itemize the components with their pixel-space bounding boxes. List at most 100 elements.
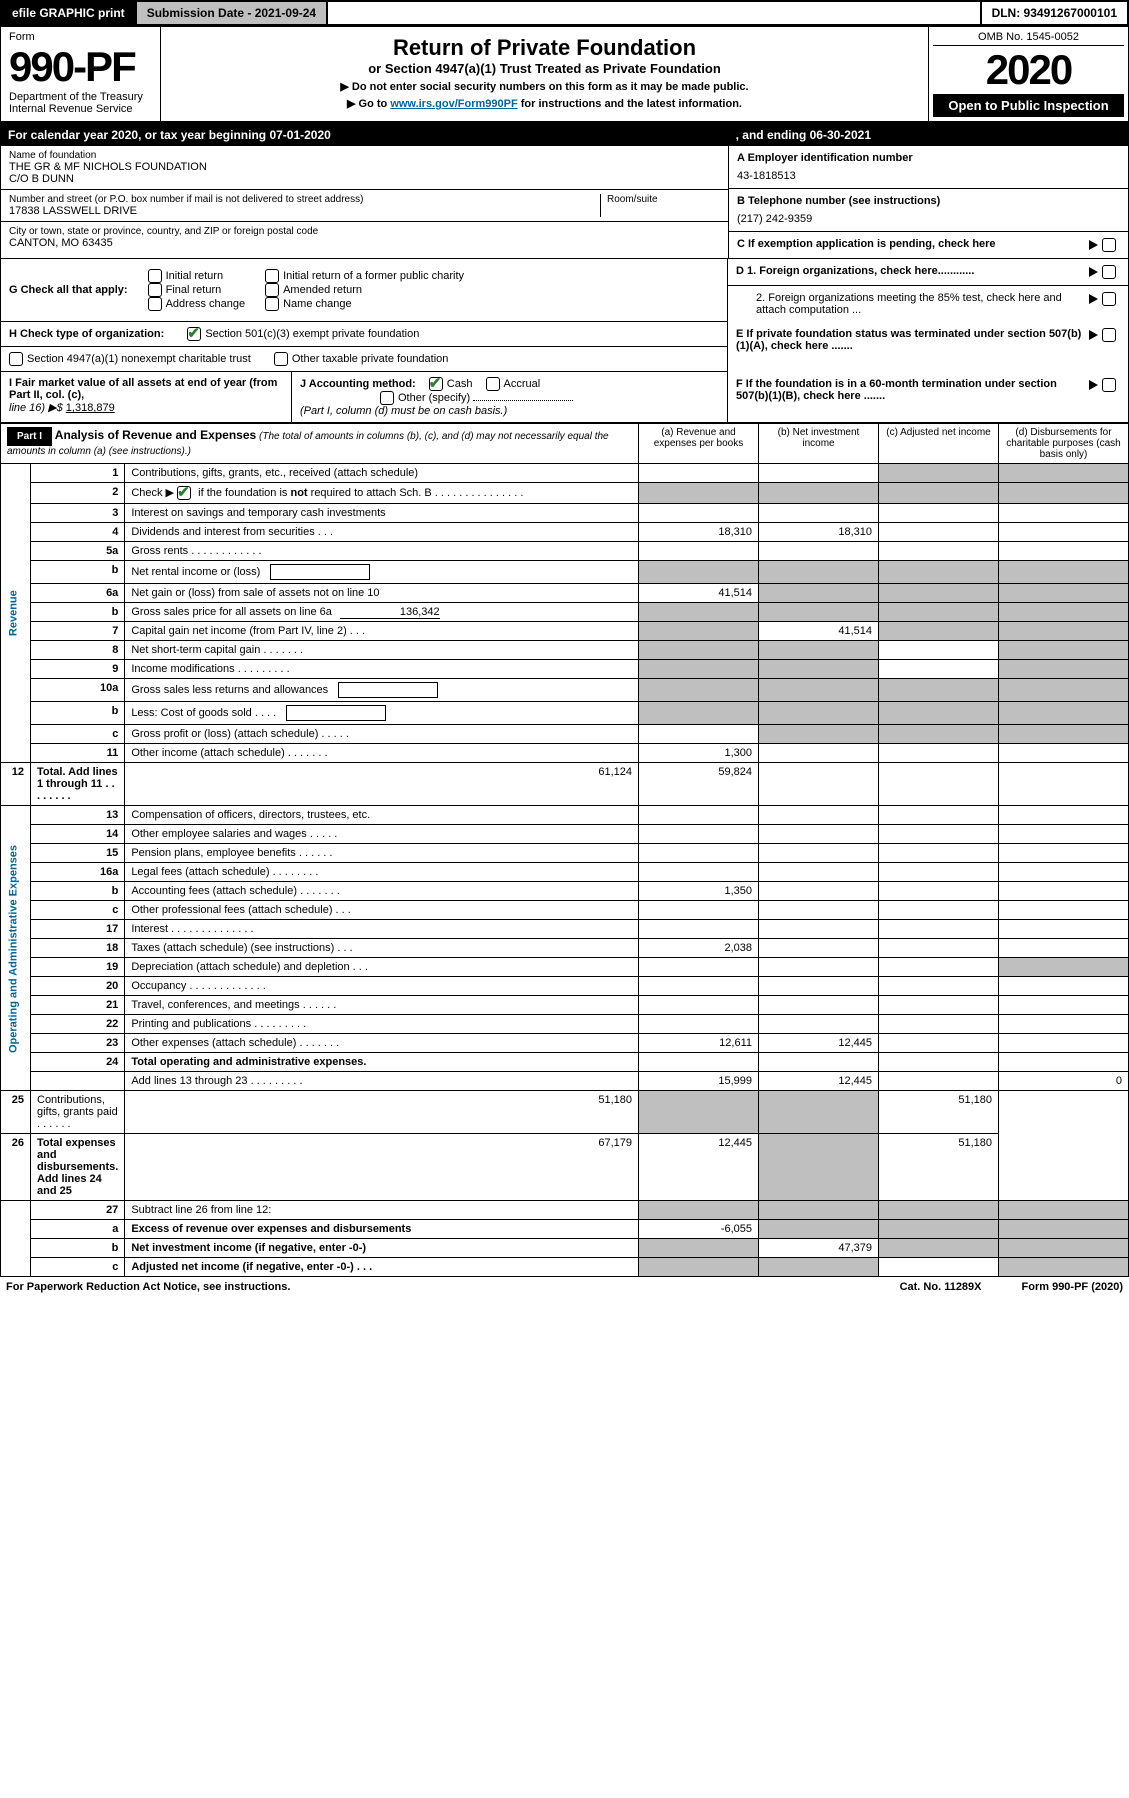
row-num: 7 [31, 622, 125, 641]
g-name[interactable] [265, 297, 279, 311]
end-spacer [1, 1201, 31, 1277]
amt-cell [999, 523, 1129, 542]
amt-cell [999, 1220, 1129, 1239]
g-initial-former[interactable] [265, 269, 279, 283]
g-amended[interactable] [265, 283, 279, 297]
amt-cell: 1,350 [639, 882, 759, 901]
row-num [31, 1072, 125, 1091]
row-text: Total operating and administrative expen… [125, 1053, 639, 1072]
j-cash[interactable] [429, 377, 443, 391]
arrow-icon [1089, 240, 1098, 250]
amt-cell [759, 806, 879, 825]
amt-cell [879, 504, 999, 523]
omb: OMB No. 1545-0052 [933, 31, 1124, 46]
amt-cell [639, 1053, 759, 1072]
amt-cell [759, 763, 879, 806]
g-final[interactable] [148, 283, 162, 297]
amt-cell [879, 1034, 999, 1053]
j-other[interactable] [380, 391, 394, 405]
f-check[interactable] [1102, 378, 1116, 392]
h-501c3[interactable] [187, 327, 201, 341]
amt-cell [999, 825, 1129, 844]
amt-cell [879, 806, 999, 825]
i-lbl: I Fair market value of all assets at end… [9, 377, 277, 401]
amt-cell [879, 882, 999, 901]
amt-cell [759, 603, 879, 622]
amt-cell [999, 1239, 1129, 1258]
amt-cell: 15,999 [639, 1072, 759, 1091]
amt-cell [879, 622, 999, 641]
e-check[interactable] [1102, 328, 1116, 342]
d1-check[interactable] [1102, 265, 1116, 279]
amt-cell: 12,611 [639, 1034, 759, 1053]
row-num: 12 [1, 763, 31, 806]
amt-cell [879, 679, 999, 702]
amt-cell [999, 996, 1129, 1015]
amt-cell [999, 901, 1129, 920]
row-num: 24 [31, 1053, 125, 1072]
amt-cell [759, 1053, 879, 1072]
sch-b-check[interactable] [177, 486, 191, 500]
form-word: Form [9, 31, 152, 43]
row-num: 21 [31, 996, 125, 1015]
row-text: Total expenses and disbursements. Add li… [31, 1134, 125, 1201]
amt-cell [879, 1239, 999, 1258]
part1-hdr: Part I [7, 427, 52, 446]
row-num: 8 [31, 641, 125, 660]
row-text: Excess of revenue over expenses and disb… [125, 1220, 639, 1239]
paperwork: For Paperwork Reduction Act Notice, see … [6, 1281, 290, 1293]
amt-cell: 12,445 [759, 1034, 879, 1053]
amt-cell [759, 996, 879, 1015]
row-text: Printing and publications . . . . . . . … [125, 1015, 639, 1034]
amt-cell [639, 863, 759, 882]
row-text: Contributions, gifts, grants, etc., rece… [125, 464, 639, 483]
row-text: Less: Cost of goods sold . . . . [125, 702, 639, 725]
g-address[interactable] [148, 297, 162, 311]
amt-cell: -6,055 [639, 1220, 759, 1239]
efile-print-btn[interactable]: efile GRAPHIC print [2, 2, 137, 24]
row-num: 27 [31, 1201, 125, 1220]
row-num: 26 [1, 1134, 31, 1201]
amt-cell: 47,379 [759, 1239, 879, 1258]
e-lbl: E If private foundation status was termi… [736, 328, 1083, 352]
row-num: 20 [31, 977, 125, 996]
amt-cell: 41,514 [759, 622, 879, 641]
row-text: Gross rents . . . . . . . . . . . . [125, 542, 639, 561]
amt-cell: 18,310 [639, 523, 759, 542]
amt-cell [999, 725, 1129, 744]
amt-cell [999, 939, 1129, 958]
amt-cell [999, 958, 1129, 977]
amt-cell [759, 1220, 879, 1239]
row-text: Total. Add lines 1 through 11 . . . . . … [31, 763, 125, 806]
calendar-year-row: For calendar year 2020, or tax year begi… [0, 124, 1129, 146]
name-lbl: Name of foundation [9, 150, 720, 161]
amt-cell: 12,445 [759, 1072, 879, 1091]
row-num: 17 [31, 920, 125, 939]
row-text: Subtract line 26 from line 12: [125, 1201, 639, 1220]
row-num: b [31, 603, 125, 622]
amt-cell [639, 725, 759, 744]
open-inspection: Open to Public Inspection [933, 94, 1124, 117]
phone: (217) 242-9359 [737, 213, 1120, 225]
amt-cell [759, 1134, 879, 1201]
amt-cell [759, 844, 879, 863]
j-accrual[interactable] [486, 377, 500, 391]
irs: Internal Revenue Service [9, 103, 152, 115]
h-4947[interactable] [9, 352, 23, 366]
row-num: b [31, 1239, 125, 1258]
c-checkbox[interactable] [1102, 238, 1116, 252]
amt-cell: 41,514 [639, 584, 759, 603]
g-initial[interactable] [148, 269, 162, 283]
row-text: Occupancy . . . . . . . . . . . . . [125, 977, 639, 996]
h-other[interactable] [274, 352, 288, 366]
amt-cell: 61,124 [125, 763, 639, 806]
row-num: c [31, 901, 125, 920]
row-text: Other professional fees (attach schedule… [125, 901, 639, 920]
h-row: H Check type of organization: Section 50… [0, 322, 1129, 372]
amt-cell [759, 542, 879, 561]
amt-cell [639, 464, 759, 483]
irs-link[interactable]: www.irs.gov/Form990PF [390, 98, 517, 110]
amt-cell [999, 641, 1129, 660]
i-line: line 16) ▶$ [9, 402, 66, 414]
d2-check[interactable] [1102, 292, 1116, 306]
